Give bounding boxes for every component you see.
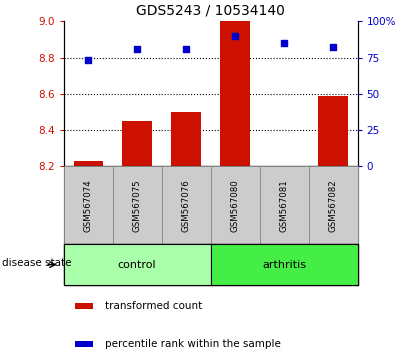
- Point: [330, 45, 336, 50]
- Text: GSM567082: GSM567082: [328, 179, 337, 232]
- Bar: [211, 166, 260, 244]
- Bar: [74, 161, 103, 166]
- Point: [183, 46, 189, 52]
- Text: disease state: disease state: [2, 258, 72, 268]
- Text: GSM567075: GSM567075: [133, 179, 142, 232]
- Text: GSM567081: GSM567081: [279, 179, 289, 232]
- Bar: [76, 341, 93, 347]
- Point: [232, 33, 238, 39]
- Bar: [64, 166, 358, 244]
- Bar: [122, 121, 152, 166]
- Point: [134, 46, 141, 52]
- Bar: [113, 166, 162, 244]
- Bar: [76, 303, 93, 309]
- Title: GDS5243 / 10534140: GDS5243 / 10534140: [136, 3, 285, 17]
- Bar: [64, 244, 210, 285]
- Bar: [260, 166, 309, 244]
- Text: GSM567080: GSM567080: [231, 179, 240, 232]
- Text: control: control: [118, 259, 157, 270]
- Bar: [270, 166, 299, 248]
- Bar: [210, 244, 358, 285]
- Point: [281, 40, 287, 46]
- Bar: [309, 166, 358, 244]
- Bar: [319, 96, 348, 166]
- Bar: [162, 166, 211, 244]
- Bar: [171, 112, 201, 166]
- Bar: [64, 166, 113, 244]
- Text: GSM567076: GSM567076: [182, 179, 191, 232]
- Text: transformed count: transformed count: [105, 301, 202, 311]
- Text: GSM567074: GSM567074: [84, 179, 93, 232]
- Text: percentile rank within the sample: percentile rank within the sample: [105, 339, 281, 349]
- Point: [85, 58, 92, 63]
- Text: arthritis: arthritis: [262, 259, 306, 270]
- Bar: [220, 21, 250, 166]
